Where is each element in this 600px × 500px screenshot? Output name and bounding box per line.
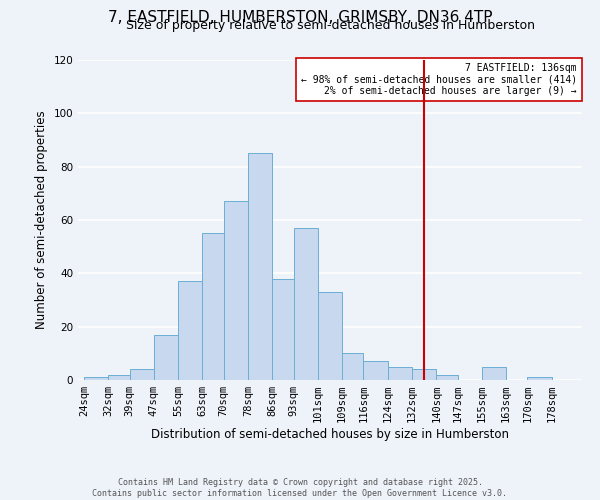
Bar (364, 362, 388, 380)
Bar (272, 278, 293, 380)
Bar (224, 202, 248, 380)
Bar (130, 370, 154, 380)
Bar (342, 354, 364, 380)
Y-axis label: Number of semi-detached properties: Number of semi-detached properties (35, 110, 48, 330)
Text: Contains HM Land Registry data © Crown copyright and database right 2025.
Contai: Contains HM Land Registry data © Crown c… (92, 478, 508, 498)
X-axis label: Distribution of semi-detached houses by size in Humberston: Distribution of semi-detached houses by … (151, 428, 509, 441)
Bar (318, 292, 342, 380)
Bar (482, 366, 506, 380)
Bar (84, 378, 109, 380)
Text: 7, EASTFIELD, HUMBERSTON, GRIMSBY, DN36 4TP: 7, EASTFIELD, HUMBERSTON, GRIMSBY, DN36 … (108, 10, 492, 25)
Bar (436, 374, 458, 380)
Bar (248, 154, 272, 380)
Bar (154, 334, 178, 380)
Title: Size of property relative to semi-detached houses in Humberston: Size of property relative to semi-detach… (125, 20, 535, 32)
Bar (527, 378, 551, 380)
Bar (202, 234, 224, 380)
Bar (109, 374, 130, 380)
Bar (412, 370, 436, 380)
Text: 7 EASTFIELD: 136sqm
← 98% of semi-detached houses are smaller (414)
2% of semi-d: 7 EASTFIELD: 136sqm ← 98% of semi-detach… (301, 63, 577, 96)
Bar (178, 282, 202, 380)
Bar (293, 228, 318, 380)
Bar (388, 366, 412, 380)
